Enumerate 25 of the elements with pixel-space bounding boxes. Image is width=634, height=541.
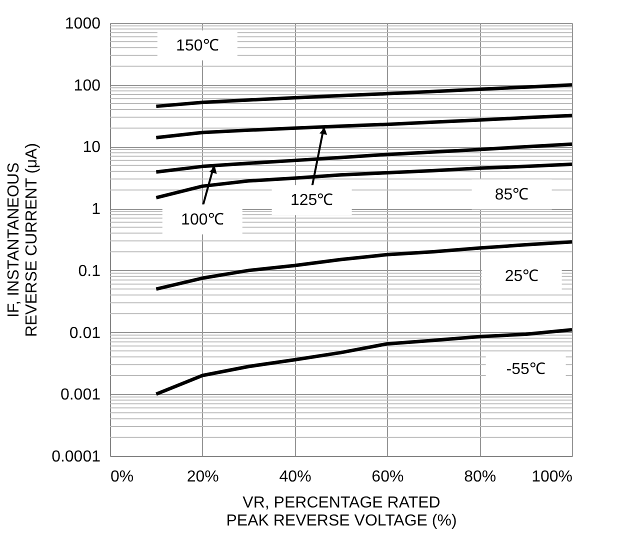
y-tick-label: 1000	[64, 16, 101, 32]
x-tick-label: 100%	[532, 468, 572, 486]
text: 125℃	[290, 192, 334, 210]
y-tick-label: 1	[92, 201, 101, 218]
text: 150℃	[176, 37, 219, 54]
x-tick-label: 80%	[464, 468, 496, 486]
x-axis-title: VR, PERCENTAGE RATED PEAK REVERSE VOLTAGE (%)	[226, 494, 457, 530]
line-series	[154, 83, 574, 108]
x-tick-label: 40%	[279, 468, 312, 486]
y-tick-label: 100	[74, 77, 101, 94]
x-tick-label: 0%	[110, 468, 134, 486]
x-tick-label: 60%	[372, 468, 404, 486]
y-tick-label: 0.0001	[52, 448, 101, 466]
series-label: 25℃	[504, 268, 539, 285]
y-axis-title: IF, INSTANTANEOUS REVERSE CURRENT (μA)	[6, 143, 41, 337]
series-label: 85℃	[494, 186, 529, 204]
series-label: -55℃	[506, 361, 546, 378]
y-tick-label: 0.001	[60, 386, 101, 404]
line-series	[154, 240, 574, 291]
y-tick-label: 0.1	[78, 262, 101, 280]
text: 100℃	[181, 211, 224, 228]
y-tick-label: 0.01	[69, 324, 101, 342]
line-series	[154, 328, 574, 396]
x-tick-label: 20%	[186, 468, 219, 486]
y-tick-label: 10	[82, 139, 101, 156]
